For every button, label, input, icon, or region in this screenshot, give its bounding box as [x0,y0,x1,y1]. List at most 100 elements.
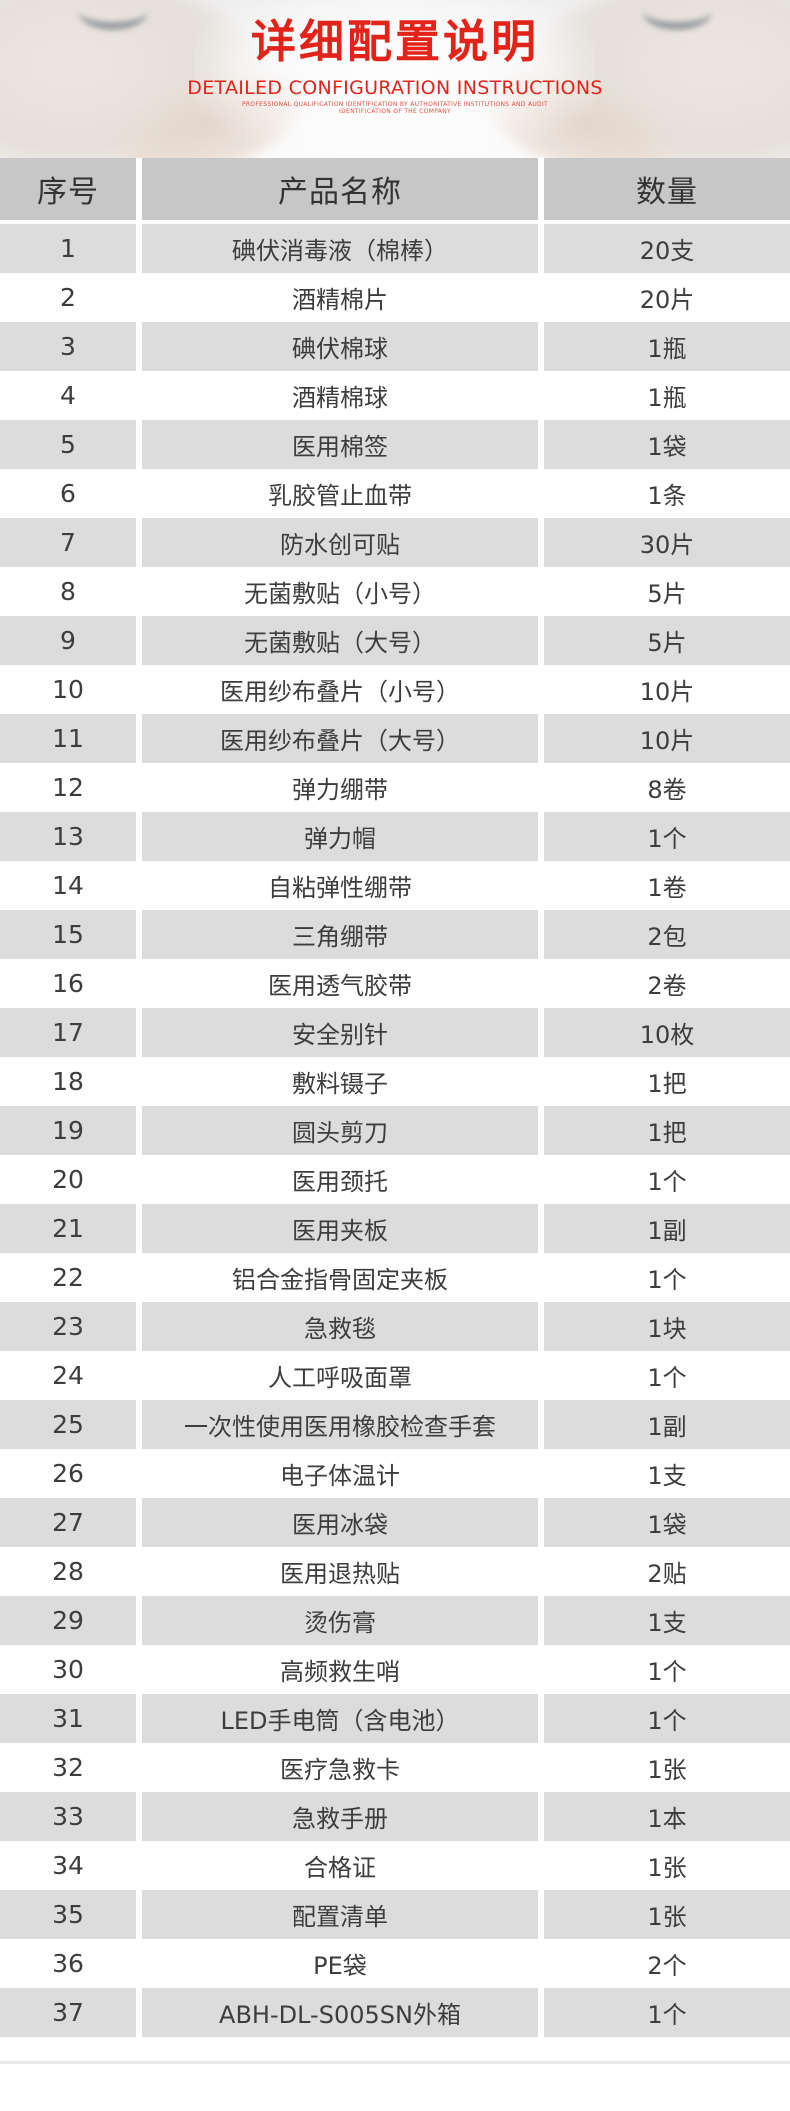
product-name: 医用冰袋 [142,1498,538,1547]
product-name: 高频救生哨 [142,1645,538,1694]
fine-print-line2: IDENTIFICATION OF THE COMPANY [339,108,451,115]
row-number: 12 [0,763,136,812]
product-name: 自粘弹性绷带 [142,861,538,910]
product-name: 乳胶管止血带 [142,469,538,518]
column-header-qty: 数量 [544,158,790,220]
row-number: 36 [0,1939,136,1988]
page-subtitle: DETAILED CONFIGURATION INSTRUCTIONS [187,77,603,99]
table-row: 4 酒精棉球 1瓶 [0,371,790,420]
product-name: 烫伤膏 [142,1596,538,1645]
row-number: 11 [0,714,136,763]
table-row: 23 急救毯 1块 [0,1302,790,1351]
product-quantity: 10片 [544,714,790,763]
product-quantity: 1副 [544,1400,790,1449]
table-row: 12 弹力绷带 8卷 [0,763,790,812]
product-name: 弹力绷带 [142,763,538,812]
row-number: 35 [0,1890,136,1939]
product-quantity: 2包 [544,910,790,959]
table-row: 9 无菌敷贴（大号） 5片 [0,616,790,665]
product-name: 三角绷带 [142,910,538,959]
fine-print: PROFESSIONAL QUALIFICATION IDENTIFICATIO… [158,101,632,115]
row-number: 5 [0,420,136,469]
column-header-no: 序号 [0,158,136,220]
product-name: 医用纱布叠片（大号） [142,714,538,763]
table-row: 27 医用冰袋 1袋 [0,1498,790,1547]
product-quantity: 2卷 [544,959,790,1008]
row-number: 37 [0,1988,136,2037]
footer-divider [0,2061,790,2064]
table-row: 29 烫伤膏 1支 [0,1596,790,1645]
table-row: 2 酒精棉片 20片 [0,273,790,322]
row-number: 8 [0,567,136,616]
product-quantity: 20支 [544,224,790,273]
row-number: 24 [0,1351,136,1400]
row-number: 19 [0,1106,136,1155]
product-name: 酒精棉球 [142,371,538,420]
table-row: 26 电子体温计 1支 [0,1449,790,1498]
product-name: 急救毯 [142,1302,538,1351]
row-number: 15 [0,910,136,959]
product-quantity: 20片 [544,273,790,322]
table-row: 3 碘伏棉球 1瓶 [0,322,790,371]
table-row: 28 医用退热贴 2贴 [0,1547,790,1596]
product-name: 圆头剪刀 [142,1106,538,1155]
row-number: 32 [0,1743,136,1792]
product-name: PE袋 [142,1939,538,1988]
row-number: 2 [0,273,136,322]
row-number: 20 [0,1155,136,1204]
product-quantity: 10片 [544,665,790,714]
row-number: 21 [0,1204,136,1253]
row-number: 10 [0,665,136,714]
product-quantity: 1瓶 [544,322,790,371]
product-quantity: 1本 [544,1792,790,1841]
row-number: 14 [0,861,136,910]
product-name: 人工呼吸面罩 [142,1351,538,1400]
row-number: 31 [0,1694,136,1743]
row-number: 1 [0,224,136,273]
table-row: 8 无菌敷贴（小号） 5片 [0,567,790,616]
product-quantity: 1个 [544,1155,790,1204]
table-row: 30 高频救生哨 1个 [0,1645,790,1694]
row-number: 4 [0,371,136,420]
row-number: 18 [0,1057,136,1106]
table-header-row: 序号 产品名称 数量 [0,158,790,220]
product-name: 无菌敷贴（大号） [142,616,538,665]
row-number: 6 [0,469,136,518]
table-row: 10 医用纱布叠片（小号） 10片 [0,665,790,714]
product-name: 配置清单 [142,1890,538,1939]
table-row: 35 配置清单 1张 [0,1890,790,1939]
product-quantity: 5片 [544,616,790,665]
product-quantity: 1个 [544,812,790,861]
product-quantity: 1个 [544,1988,790,2037]
row-number: 25 [0,1400,136,1449]
product-name: 医疗急救卡 [142,1743,538,1792]
table-row: 15 三角绷带 2包 [0,910,790,959]
table-row: 18 敷料镊子 1把 [0,1057,790,1106]
table-row: 20 医用颈托 1个 [0,1155,790,1204]
product-quantity: 1支 [544,1596,790,1645]
product-quantity: 1卷 [544,861,790,910]
row-number: 28 [0,1547,136,1596]
table-row: 5 医用棉签 1袋 [0,420,790,469]
page-title: 详细配置说明 [250,15,539,68]
row-number: 3 [0,322,136,371]
product-name: 碘伏棉球 [142,322,538,371]
product-quantity: 2个 [544,1939,790,1988]
row-number: 13 [0,812,136,861]
product-quantity: 10枚 [544,1008,790,1057]
product-quantity: 1把 [544,1106,790,1155]
product-name: 防水创可贴 [142,518,538,567]
product-name: 医用颈托 [142,1155,538,1204]
row-number: 34 [0,1841,136,1890]
table-row: 24 人工呼吸面罩 1个 [0,1351,790,1400]
row-number: 23 [0,1302,136,1351]
table-row: 31 LED手电筒（含电池） 1个 [0,1694,790,1743]
row-number: 9 [0,616,136,665]
table-row: 21 医用夹板 1副 [0,1204,790,1253]
table-row: 11 医用纱布叠片（大号） 10片 [0,714,790,763]
table-row: 32 医疗急救卡 1张 [0,1743,790,1792]
product-name: 一次性使用医用橡胶检查手套 [142,1400,538,1449]
product-quantity: 5片 [544,567,790,616]
product-quantity: 1张 [544,1890,790,1939]
table-body: 1 碘伏消毒液（棉棒） 20支 2 酒精棉片 20片 3 碘伏棉球 1瓶 4 酒… [0,224,790,2037]
